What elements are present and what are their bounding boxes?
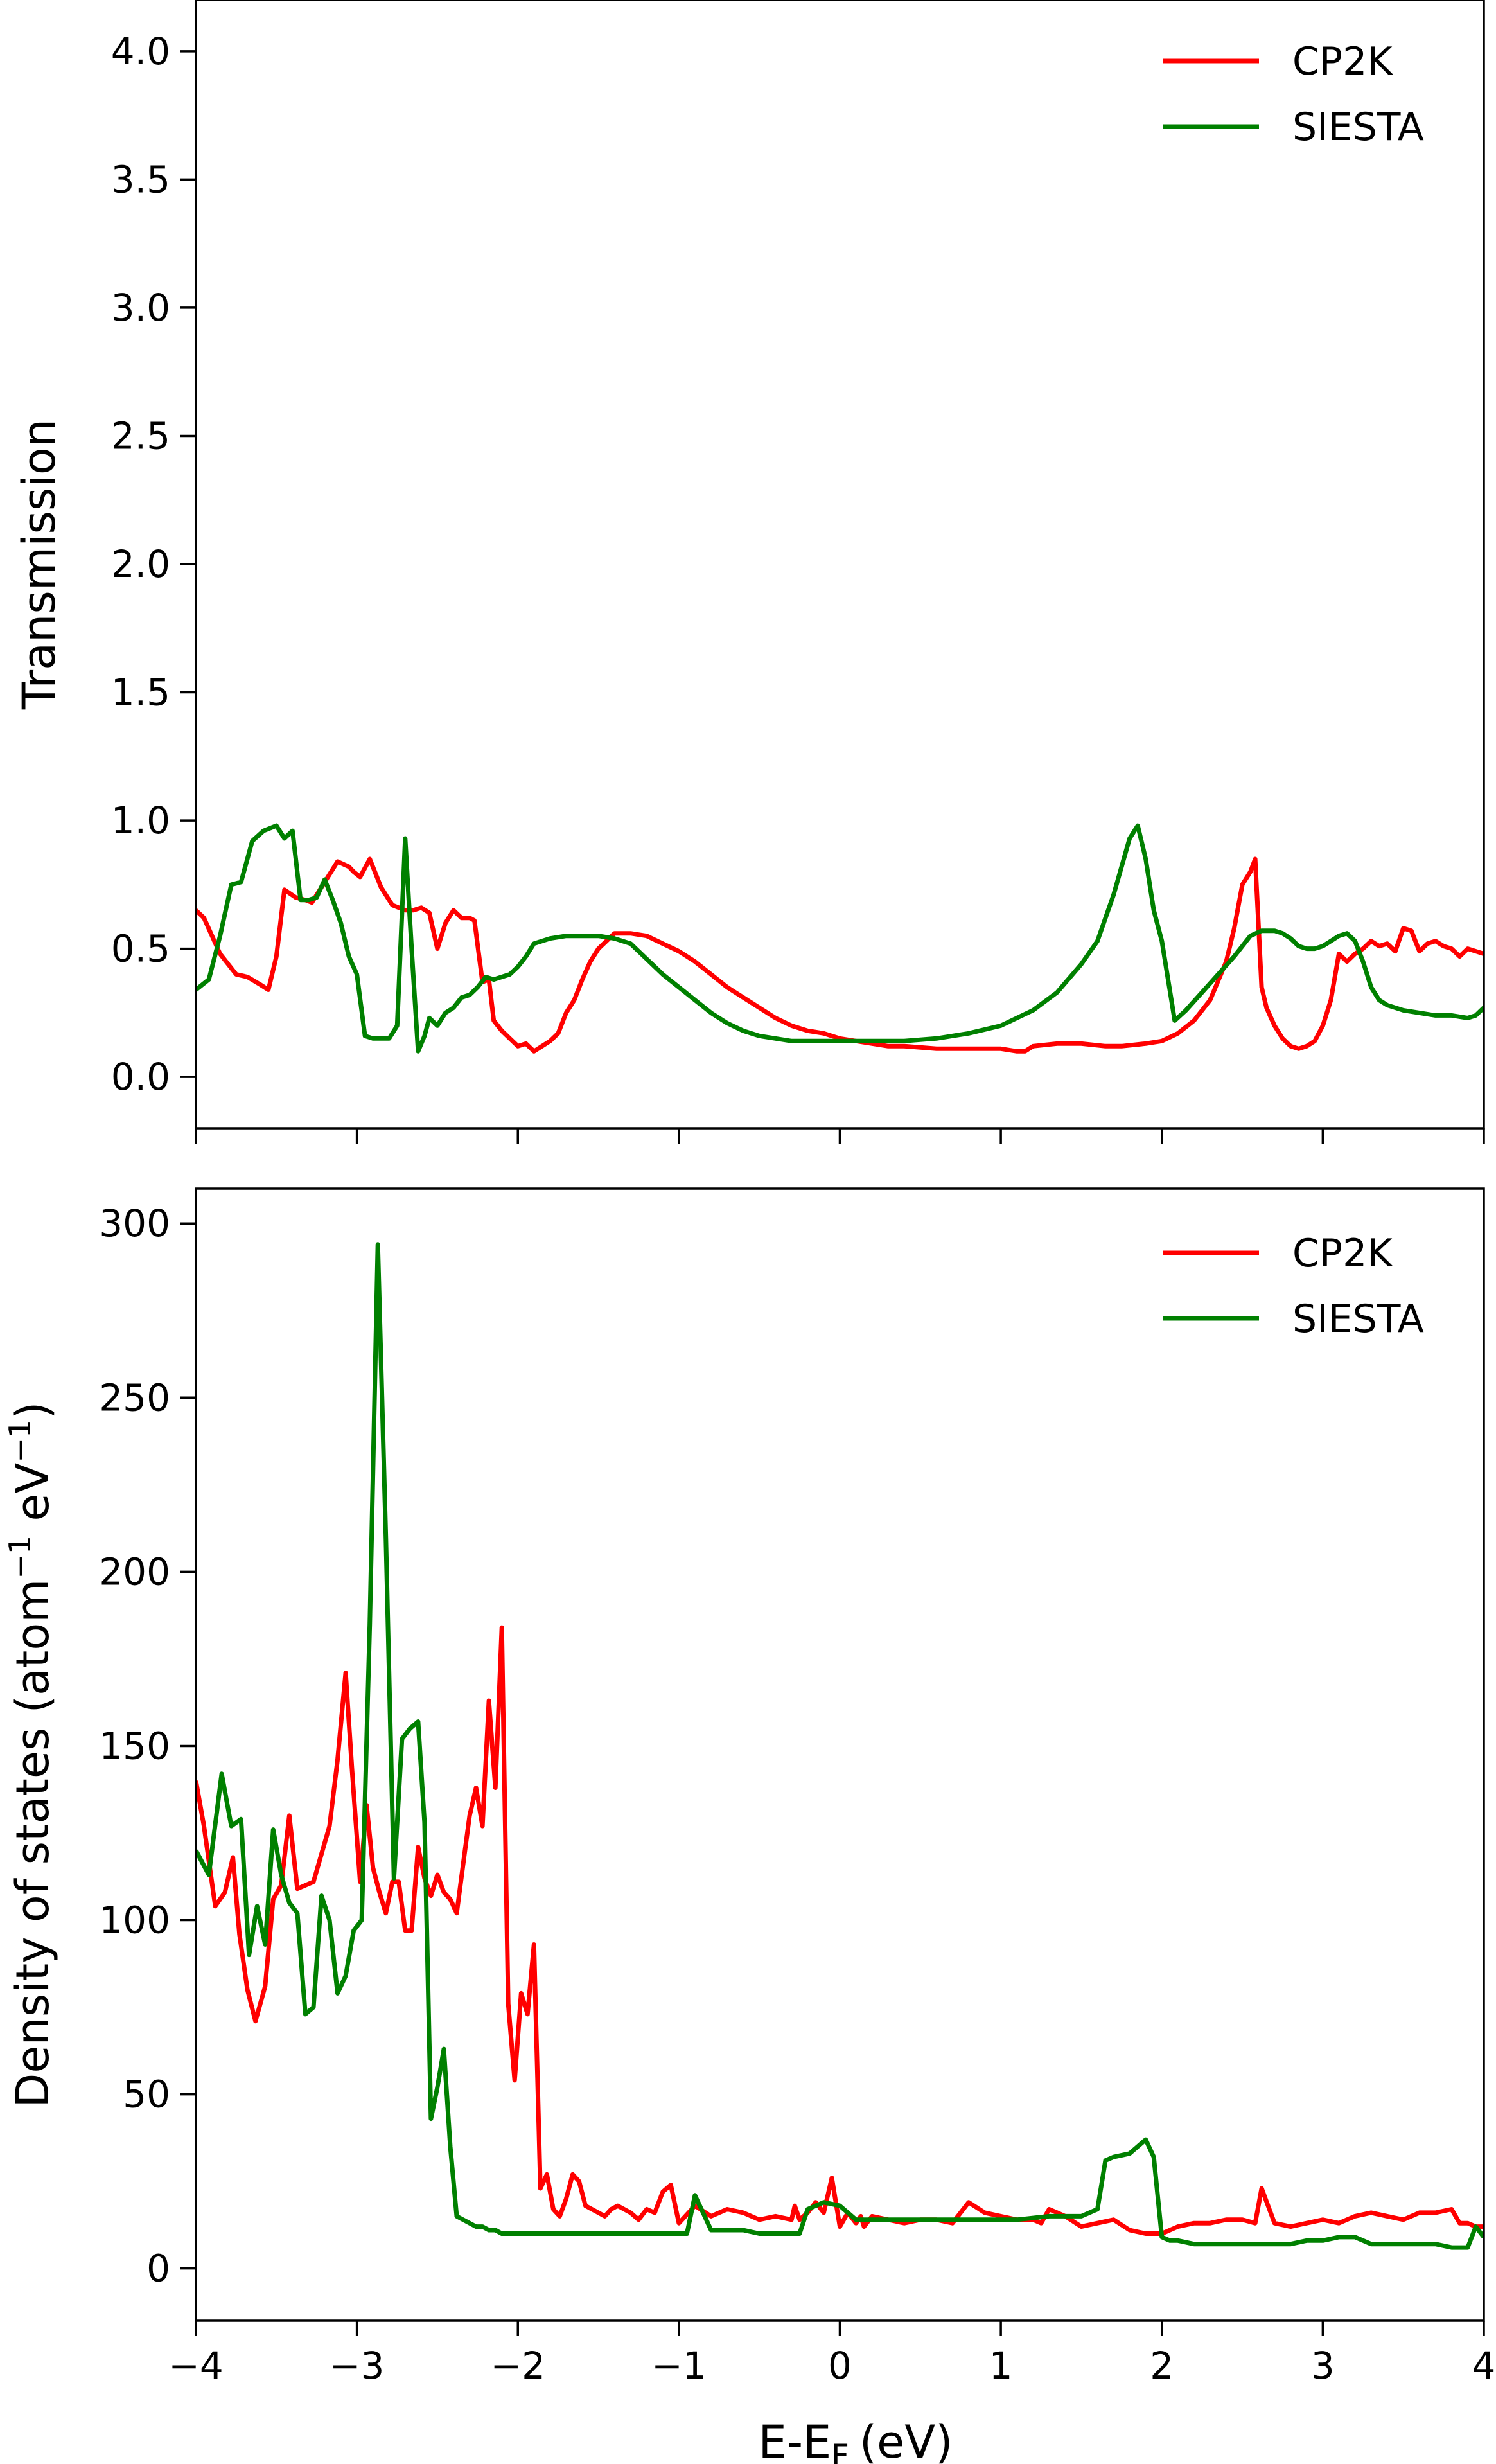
dos-y-tick-label: 150: [99, 1724, 170, 1768]
dos-x-tick-label: −4: [168, 2344, 224, 2388]
dos-x-tick-label: 0: [828, 2344, 852, 2388]
dos-panel: 0 50 100 150 200 250 300 −4 −3 −2 −1 0 1 2 3 4 Density o…: [3, 1187, 1496, 2388]
transmission-y-tick-label: 3.0: [111, 286, 170, 330]
dos-y-axis-label-part: −1: [3, 1419, 37, 1463]
dos-x-tick-label: −1: [651, 2344, 707, 2388]
transmission-y-axis-label: Transmission: [13, 419, 66, 710]
dos-y-tick-label: 300: [99, 1201, 170, 1245]
transmission-legend-label-siesta: SIESTA: [1292, 105, 1424, 150]
dos-legend-label-cp2k: CP2K: [1292, 1231, 1393, 1276]
transmission-y-tick-label: 1.5: [111, 671, 170, 714]
dos-y-axis-label-part: ): [6, 1402, 59, 1419]
dos-y-axis-label-part: eV: [6, 1463, 59, 1536]
transmission-panel: 0.0 0.5 1.0 1.5 2.0 2.5 3.0 3.5 4.0 Transmission C…: [13, 0, 1485, 1144]
dos-y-axis-label-part: Density of states (atom: [6, 1579, 59, 2108]
dos-y-tick-label: 100: [99, 1899, 170, 1942]
dos-series-cp2k: [196, 1625, 1484, 2236]
transmission-legend-label-cp2k: CP2K: [1292, 39, 1393, 84]
dos-series-siesta: [196, 1242, 1484, 2250]
dos-x-tick-label: 1: [989, 2344, 1013, 2388]
dos-y-axis-label: Density of states (atom−1 eV−1): [3, 1402, 59, 2108]
transmission-y-tick-label: 3.5: [111, 157, 170, 201]
x-axis-label: E-EF (eV): [759, 2416, 953, 2464]
dos-x-tick-label: 4: [1472, 2344, 1496, 2388]
dos-y-tick-label: 50: [123, 2073, 170, 2116]
transmission-y-tick-label: 2.5: [111, 414, 170, 457]
dos-x-tick-label: −3: [330, 2344, 385, 2388]
dos-legend-label-siesta: SIESTA: [1292, 1297, 1424, 1342]
transmission-y-tick-label: 0.5: [111, 927, 170, 971]
transmission-y-tick-label: 4.0: [111, 30, 170, 73]
transmission-plot-frame: [195, 0, 1485, 1130]
dos-x-tick-label: 3: [1311, 2344, 1335, 2388]
x-axis-label-subscript: F: [831, 2438, 849, 2464]
dos-y-tick-label: 0: [146, 2247, 170, 2291]
x-axis-label-main: E-E: [759, 2416, 832, 2464]
dos-y-tick-label: 250: [99, 1376, 170, 1419]
x-axis-label-unit: (eV): [859, 2416, 953, 2464]
dos-y-axis-label-part: −1: [3, 1536, 37, 1579]
transmission-y-tick-label: 1.0: [111, 799, 170, 842]
transmission-y-tick-label: 0.0: [111, 1055, 170, 1099]
transmission-series-siesta: [196, 823, 1484, 1054]
transmission-y-tick-label: 2.0: [111, 542, 170, 586]
transmission-series-cp2k: [196, 856, 1484, 1054]
dos-x-tick-label: 2: [1150, 2344, 1174, 2388]
dos-x-tick-label: −2: [491, 2344, 546, 2388]
dos-y-tick-label: 200: [99, 1550, 170, 1593]
